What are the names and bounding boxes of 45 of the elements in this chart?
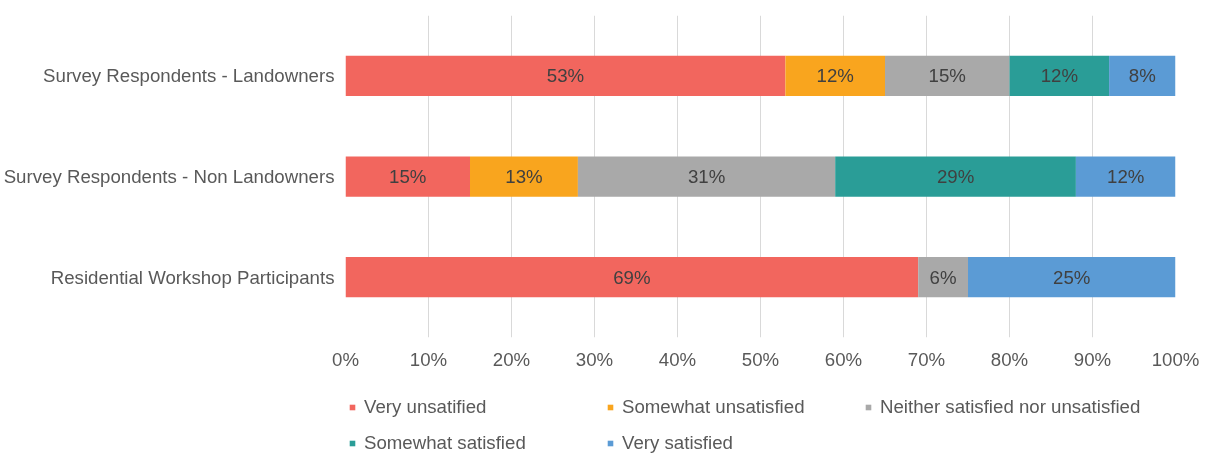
data-label: 8%: [1128, 65, 1156, 87]
x-tick-label: 0%: [332, 348, 359, 370]
x-tick-label: 100%: [1151, 348, 1200, 370]
bar: [345, 156, 470, 197]
bar: [577, 156, 836, 197]
data-label: 15%: [928, 65, 966, 87]
bar: [470, 156, 578, 197]
data-label: 12%: [816, 65, 854, 87]
data-label: 69%: [613, 266, 651, 288]
y-tick-label: Survey Respondents - Non Landowners: [3, 166, 335, 187]
bar: [345, 55, 786, 96]
data-label: 12%: [1107, 166, 1145, 187]
x-tick-label: 70%: [907, 348, 946, 370]
legend-label: Very unsatified: [364, 396, 488, 418]
x-tick-label: 50%: [741, 348, 780, 370]
x-tick-label: 20%: [492, 348, 531, 370]
bar: [835, 156, 1076, 197]
bar: [1075, 156, 1176, 197]
x-tick-label: 80%: [990, 348, 1029, 370]
legend-label: Very satisfied: [622, 432, 734, 454]
x-tick-label: 30%: [575, 348, 614, 370]
data-label: 53%: [546, 65, 585, 87]
bar: [1109, 55, 1176, 96]
bar: [1009, 55, 1110, 96]
bar: [785, 55, 885, 96]
data-label: 29%: [936, 166, 975, 187]
data-label: 15%: [389, 166, 427, 187]
x-tick-label: 40%: [658, 348, 697, 370]
legend-label: Neither satisfied nor unsatisfied: [880, 396, 1141, 418]
data-label: 12%: [1040, 65, 1078, 87]
x-tick-label: 90%: [1073, 348, 1112, 370]
y-tick-label: Residential Workshop Participants: [50, 266, 335, 288]
bar: [968, 257, 1176, 298]
legend-label: Somewhat unsatisfied: [622, 396, 806, 418]
x-tick-label: 60%: [824, 348, 863, 370]
y-tick-label: Survey Respondents - Landowners: [43, 65, 335, 87]
bar: [918, 257, 968, 298]
data-label: 13%: [505, 166, 543, 187]
bar: [885, 55, 1010, 96]
bar: [345, 257, 919, 298]
legend-label: Somewhat satisfied: [364, 432, 527, 454]
data-label: 25%: [1053, 266, 1091, 288]
data-label: 6%: [929, 266, 957, 288]
x-tick-label: 10%: [409, 348, 448, 370]
data-label: 31%: [687, 166, 726, 187]
